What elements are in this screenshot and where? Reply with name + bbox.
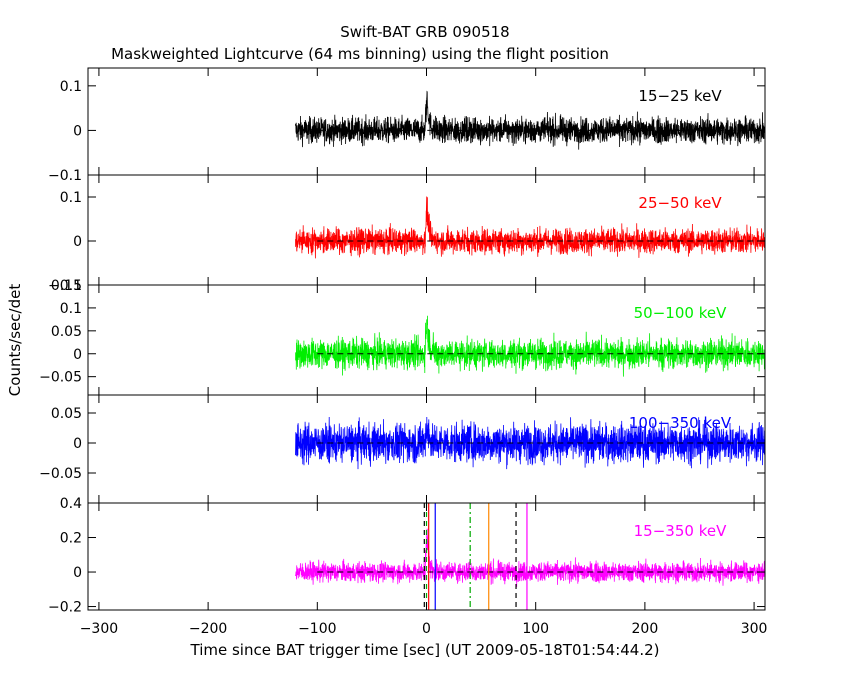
panel-3: −0.05 0 0.05 0.1 0.15 50−100 keV bbox=[39, 278, 766, 396]
y-tick-label: −0.1 bbox=[48, 168, 82, 184]
y-tick-label: 0.4 bbox=[60, 496, 82, 512]
panel-4: −0.05 0 0.05 100−350 keV bbox=[39, 394, 766, 504]
panel-5: −0.2 0 0.2 0.4 15−350 keV bbox=[48, 496, 766, 616]
y-tick-label: 0.1 bbox=[60, 79, 82, 95]
y-tick-label: 0.05 bbox=[51, 324, 82, 340]
y-tick-label: 0.2 bbox=[60, 531, 82, 547]
panel-1: −0.1 0 0.1 15−25 keV bbox=[48, 67, 766, 184]
x-tick-label: 100 bbox=[522, 621, 549, 637]
x-axis-label: Time since BAT trigger time [sec] (UT 20… bbox=[190, 641, 660, 659]
series-line-100-350-kev bbox=[295, 416, 765, 470]
y-tick-label: −0.2 bbox=[48, 600, 82, 616]
panels-layer: −0.1 0 0.1 15−25 keV −0.1 0 0.1 25−50 keV −0.05 0… bbox=[39, 67, 768, 637]
x-tick-label: 0 bbox=[422, 621, 431, 637]
x-tick-label: −300 bbox=[80, 621, 118, 637]
x-tick-label: 200 bbox=[632, 621, 659, 637]
series-line-50-100-kev bbox=[295, 315, 765, 377]
series-line-25-50-kev bbox=[295, 196, 765, 259]
y-tick-label: 0 bbox=[73, 565, 82, 581]
y-tick-label: −0.05 bbox=[39, 370, 82, 386]
y-tick-label: 0.1 bbox=[60, 190, 82, 206]
y-tick-label: 0.1 bbox=[60, 301, 82, 317]
y-tick-label: 0 bbox=[73, 123, 82, 139]
y-tick-label: −0.1 bbox=[48, 278, 82, 294]
x-tick-label: −100 bbox=[298, 621, 336, 637]
panel-frame bbox=[87, 284, 766, 396]
band-label-1: 15−25 keV bbox=[638, 87, 722, 105]
x-tick-labels: −300 −200 −100 0 100 200 300 bbox=[80, 621, 768, 637]
series-line-15-350-kev bbox=[295, 528, 765, 587]
series-line-15-25-kev bbox=[295, 90, 765, 150]
y-tick-label: −0.05 bbox=[39, 466, 82, 482]
chart-subtitle: Maskweighted Lightcurve (64 ms binning) … bbox=[111, 45, 609, 63]
y-tick-label: 0 bbox=[73, 347, 82, 363]
y-tick-label: 0 bbox=[73, 436, 82, 452]
y-tick-label: 0.15 bbox=[51, 278, 82, 294]
chart-title: Swift-BAT GRB 090518 bbox=[340, 23, 509, 41]
band-label-5: 15−350 keV bbox=[634, 522, 727, 540]
x-tick-label: 300 bbox=[741, 621, 768, 637]
band-label-2: 25−50 keV bbox=[638, 194, 722, 212]
panel-frame bbox=[87, 174, 766, 286]
y-tick-label: 0 bbox=[73, 234, 82, 250]
y-axis-label: Counts/sec/det bbox=[6, 284, 24, 397]
band-label-3: 50−100 keV bbox=[634, 304, 727, 322]
panel-2: −0.1 0 0.1 25−50 keV bbox=[48, 174, 766, 294]
band-label-4: 100−350 keV bbox=[629, 414, 732, 432]
y-tick-label: 0.05 bbox=[51, 406, 82, 422]
x-tick-label: −200 bbox=[189, 621, 227, 637]
